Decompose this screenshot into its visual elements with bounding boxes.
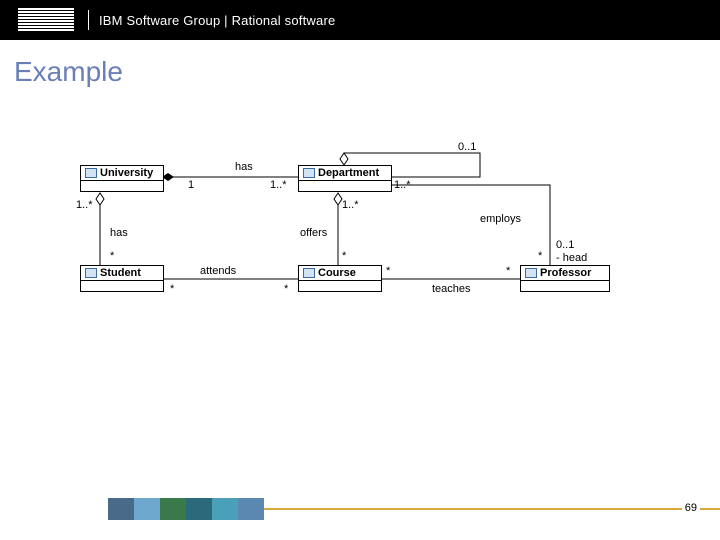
footer-seg [134, 498, 160, 520]
class-icon [85, 268, 97, 278]
mult-label: 1..* [342, 199, 359, 211]
role-label: - head [556, 252, 587, 264]
mult-label: 0..1 [556, 239, 574, 251]
header-bar: IBM Software Group | Rational software [0, 0, 720, 40]
uml-diagram: University Department Student Course Pro… [80, 155, 640, 335]
footer-seg [160, 498, 186, 520]
class-label: Department [318, 167, 379, 179]
class-label: Professor [540, 267, 591, 279]
assoc-label: offers [300, 227, 327, 239]
class-label: Course [318, 267, 356, 279]
ibm-logo [18, 8, 74, 32]
class-icon [303, 268, 315, 278]
class-icon [303, 168, 315, 178]
page-title: Example [14, 56, 123, 88]
assoc-label: teaches [432, 283, 471, 295]
class-label: Student [100, 267, 141, 279]
header-text: IBM Software Group | Rational software [99, 13, 335, 28]
mult-label: * [110, 250, 114, 262]
mult-label: 1..* [394, 179, 411, 191]
class-student: Student [80, 265, 164, 292]
class-label: University [100, 167, 153, 179]
footer-seg [108, 498, 134, 520]
mult-label: * [342, 250, 346, 262]
mult-label: 0..1 [458, 141, 476, 153]
class-university: University [80, 165, 164, 192]
class-icon [85, 168, 97, 178]
footer-strip [108, 498, 264, 520]
assoc-label: has [110, 227, 128, 239]
mult-label: 1 [188, 179, 194, 191]
mult-label: * [506, 265, 510, 277]
class-icon [525, 268, 537, 278]
mult-label: * [386, 265, 390, 277]
mult-label: 1..* [76, 199, 93, 211]
footer-seg [238, 498, 264, 520]
assoc-label: attends [200, 265, 236, 277]
assoc-label: employs [480, 213, 521, 225]
footer-seg [212, 498, 238, 520]
class-professor: Professor [520, 265, 610, 292]
assoc-label: has [235, 161, 253, 173]
page-number: 69 [682, 502, 700, 514]
header-divider [88, 10, 89, 30]
footer-seg [186, 498, 212, 520]
mult-label: 1..* [270, 179, 287, 191]
mult-label: * [284, 283, 288, 295]
class-department: Department [298, 165, 392, 192]
footer: 69 [0, 498, 720, 520]
mult-label: * [538, 250, 542, 262]
class-course: Course [298, 265, 382, 292]
mult-label: * [170, 283, 174, 295]
